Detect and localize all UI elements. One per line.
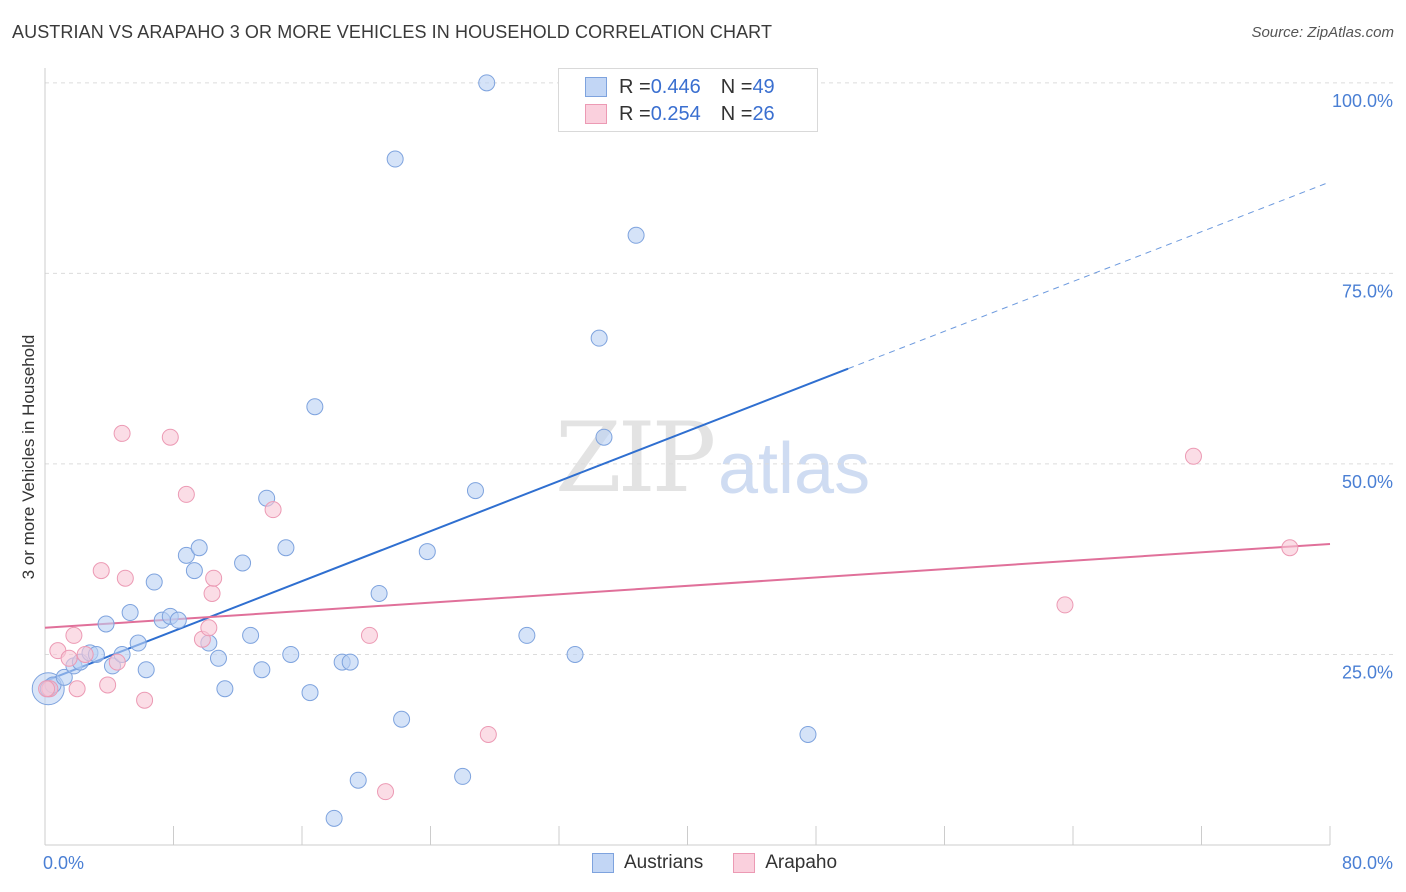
austrians-point bbox=[209, 649, 227, 667]
legend-austrians-label: Austrians bbox=[624, 852, 704, 873]
austrians-point bbox=[370, 584, 388, 602]
austrians-point bbox=[242, 626, 260, 644]
austrians-point bbox=[386, 150, 404, 168]
austrians-point bbox=[478, 74, 496, 92]
arapaho-point bbox=[116, 569, 134, 587]
axes bbox=[44, 68, 1331, 846]
legend-n-value-arapaho: 26 bbox=[752, 102, 775, 125]
chart-title: AUSTRIAN VS ARAPAHO 3 OR MORE VEHICLES I… bbox=[12, 22, 773, 42]
arapaho-point bbox=[203, 584, 221, 602]
austrians-point bbox=[97, 615, 115, 633]
arapaho-point bbox=[113, 424, 131, 442]
austrians-point bbox=[55, 668, 73, 686]
austrians-point bbox=[145, 573, 163, 591]
arapaho-point bbox=[68, 680, 86, 698]
arapaho-swatch bbox=[585, 104, 607, 124]
axis-labels: 25.0% 50.0% 75.0% 100.0% 0.0% 80.0% 3 or more … bbox=[19, 91, 1393, 873]
austrians-point bbox=[595, 428, 613, 446]
arapaho-point bbox=[360, 626, 378, 644]
arapaho-point bbox=[76, 645, 94, 663]
austrians-point bbox=[466, 482, 484, 500]
legend-r-label: R = bbox=[619, 75, 651, 98]
y-tick-label: 50.0% bbox=[1342, 472, 1393, 492]
austrians-point bbox=[121, 604, 139, 622]
x-tick-label: 0.0% bbox=[43, 853, 84, 873]
arapaho-point bbox=[1281, 539, 1299, 557]
legend-row-arapaho: R = 0.254 N = 26 bbox=[585, 102, 775, 126]
austrians-point bbox=[325, 809, 343, 827]
austrians-point bbox=[234, 554, 252, 572]
trend-lines bbox=[44, 181, 1331, 683]
x-tick-label: 80.0% bbox=[1342, 853, 1393, 873]
arapaho-point bbox=[136, 691, 154, 709]
arapaho-point bbox=[200, 619, 218, 637]
austrians-point bbox=[418, 543, 436, 561]
austrians-point bbox=[137, 661, 155, 679]
austrians-point bbox=[177, 546, 195, 564]
arapaho-point bbox=[479, 725, 497, 743]
austrians-point bbox=[169, 611, 187, 629]
arapaho-point bbox=[99, 676, 117, 694]
austrians-point bbox=[627, 226, 645, 244]
y-tick-label: 75.0% bbox=[1342, 281, 1393, 301]
austrians-point bbox=[190, 539, 208, 557]
legend-r-value-austrians: 0.446 bbox=[650, 75, 701, 98]
legend: R = 0.446 N = 49 R = 0.254 N = 26 bbox=[558, 68, 818, 132]
austrians-point bbox=[566, 645, 584, 663]
austrians-point bbox=[185, 562, 203, 580]
austrians-swatch bbox=[585, 77, 607, 97]
austrians-point bbox=[129, 634, 147, 652]
arapaho-point bbox=[161, 428, 179, 446]
source-label: Source: ZipAtlas.com bbox=[1251, 24, 1394, 41]
y-tick-label: 100.0% bbox=[1332, 91, 1393, 111]
legend-row-austrians: R = 0.446 N = 49 bbox=[585, 75, 775, 99]
austrians-trend-extension bbox=[847, 181, 1331, 370]
arapaho-point bbox=[92, 562, 110, 580]
austrians-point bbox=[253, 661, 271, 679]
austrians-point bbox=[306, 398, 324, 416]
watermark-zip: ZIP bbox=[555, 402, 716, 514]
austrians-point bbox=[393, 710, 411, 728]
legend-arapaho-label: Arapaho bbox=[765, 852, 838, 873]
austrians-point bbox=[518, 626, 536, 644]
arapaho-point bbox=[108, 653, 126, 671]
austrians-point bbox=[301, 684, 319, 702]
austrians-point bbox=[590, 329, 608, 347]
arapaho-swatch bbox=[733, 853, 756, 873]
arapaho-point bbox=[1056, 596, 1074, 614]
legend-r-label: R = bbox=[619, 102, 651, 125]
legend-n-value-austrians: 49 bbox=[752, 75, 775, 98]
austrians-point bbox=[341, 653, 359, 671]
austrians-swatch bbox=[592, 853, 614, 873]
legend-r-value-arapaho: 0.254 bbox=[650, 102, 701, 125]
arapaho-point bbox=[60, 649, 78, 667]
austrians-point bbox=[216, 680, 234, 698]
austrians-trend-line bbox=[44, 367, 849, 683]
austrians-point bbox=[282, 645, 300, 663]
arapaho-point bbox=[205, 569, 223, 587]
austrians-point bbox=[277, 539, 295, 557]
data-points bbox=[31, 74, 1299, 827]
bottom-legend: Austrians Arapaho bbox=[592, 852, 837, 874]
arapaho-point bbox=[65, 626, 83, 644]
arapaho-point bbox=[1184, 447, 1202, 465]
arapaho-point bbox=[177, 485, 195, 503]
y-axis-title: 3 or more Vehicles in Household bbox=[19, 335, 38, 580]
arapaho-point bbox=[377, 783, 395, 801]
arapaho-trend-line bbox=[44, 542, 1331, 629]
austrians-point bbox=[349, 771, 367, 789]
y-tick-label: 25.0% bbox=[1342, 662, 1393, 682]
austrians-point bbox=[799, 725, 817, 743]
legend-n-label: N = bbox=[720, 75, 753, 98]
arapaho-point bbox=[264, 501, 282, 519]
legend-n-label: N = bbox=[720, 102, 753, 125]
watermark-atlas: atlas bbox=[718, 429, 871, 509]
austrians-point bbox=[454, 767, 472, 785]
arapaho-point bbox=[38, 680, 56, 698]
